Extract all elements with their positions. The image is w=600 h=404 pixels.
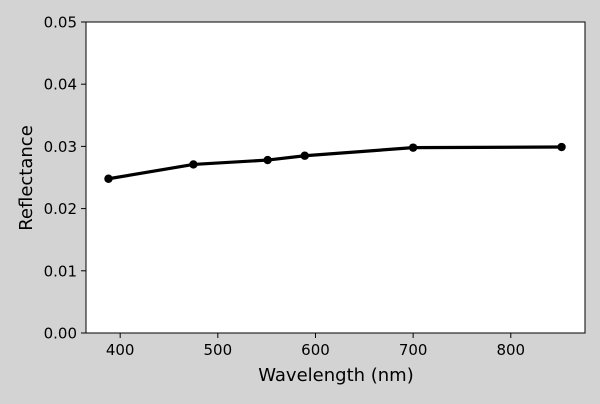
plot-frame [85,21,586,334]
series-line [106,145,564,181]
y-tick-label: 0.01 [44,262,77,280]
series-layer [104,142,566,183]
x-tick-label: 700 [399,341,428,359]
data-point [557,142,566,152]
y-axis-ticks: 0.00 0.01 0.02 0.03 0.04 0.05 [44,14,86,343]
x-axis-ticks: 400 500 600 700 800 [106,333,525,359]
y-tick-label: 0.00 [44,325,77,343]
data-point [300,151,309,160]
plot-area [86,22,585,333]
y-tick-label: 0.05 [44,14,77,32]
x-axis-label: Wavelength (nm) [258,365,414,386]
y-axis-label: Reflectance [16,125,37,231]
y-tick-label: 0.03 [44,138,77,156]
data-point [408,143,418,152]
x-tick-label: 500 [204,341,233,359]
data-point [263,155,272,165]
x-tick-label: 600 [301,341,330,359]
y-tick-label: 0.04 [44,76,77,94]
y-tick-label: 0.02 [44,200,77,218]
x-tick-label: 800 [496,341,525,359]
data-point [189,160,198,169]
data-point [104,174,113,183]
x-tick-label: 400 [106,341,135,359]
